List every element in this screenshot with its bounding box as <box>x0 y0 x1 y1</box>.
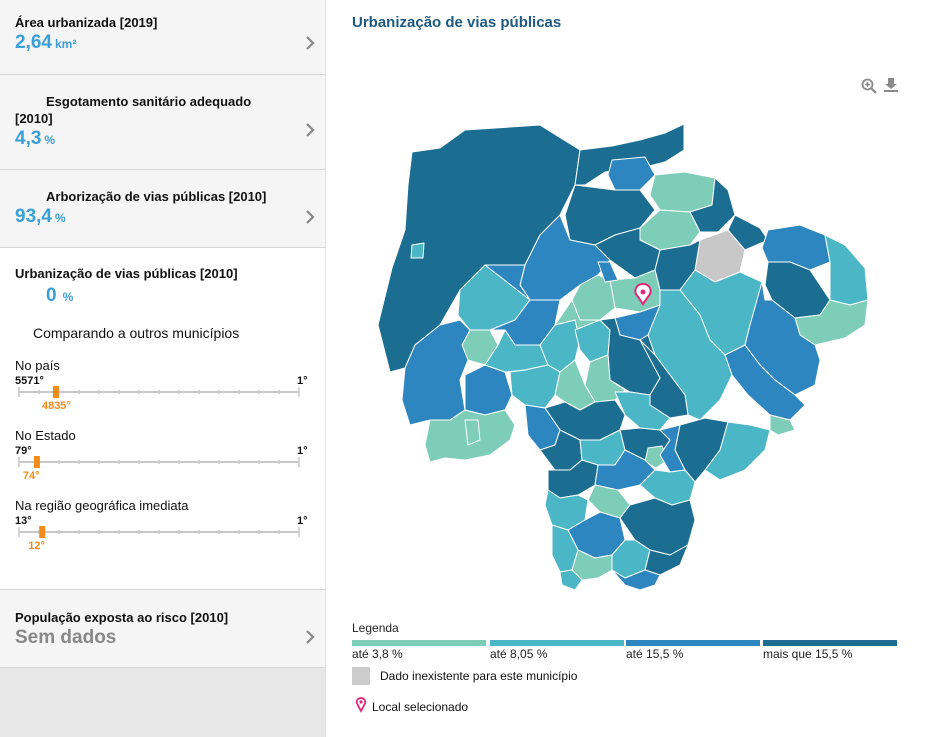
municipality <box>704 421 771 481</box>
card-title: Urbanização de vias públicas [2010] <box>15 266 238 281</box>
indicator-panel: Área urbanizada [2019] 2,64 km² Esgotamen… <box>0 0 325 737</box>
card-value: 2,64 km² <box>15 32 76 54</box>
legend-label: mais que 15,5 % <box>763 647 853 661</box>
card-urbanizacao-expanded: Urbanização de vias públicas [2010] 0% C… <box>0 248 325 590</box>
ranking-left-label: 79° <box>15 445 32 457</box>
card-esgotamento[interactable]: Esgotamento sanitário adequado [2010] 4,… <box>0 75 325 170</box>
value-number: 93,4 <box>15 206 52 227</box>
value-unit: % <box>54 211 66 225</box>
value-number: 0 <box>46 285 57 306</box>
municipality <box>649 171 716 213</box>
card-value: 4,3% <box>15 128 55 150</box>
ranking-left-label: 13° <box>15 515 32 527</box>
location-pin-icon <box>355 697 367 713</box>
municipality <box>509 364 561 409</box>
municipality <box>769 414 796 436</box>
card-title: População exposta ao risco [2010] <box>15 610 229 625</box>
municipality <box>689 177 736 233</box>
municipality <box>724 344 806 421</box>
ranking-scale <box>18 456 300 468</box>
legend-title: Legenda <box>352 621 399 635</box>
card-title-year: [2010] <box>15 111 53 126</box>
ranking-scale <box>18 526 300 538</box>
ranking-label: Na região geográfica imediata <box>15 498 189 513</box>
chevron-right-icon[interactable] <box>305 36 315 50</box>
municipality <box>614 391 671 431</box>
municipality <box>727 214 769 251</box>
legend-color-bar <box>763 640 897 646</box>
legend-color-bar <box>626 640 760 646</box>
ranking-right-label: 1° <box>297 375 308 387</box>
ranking-marker <box>52 386 59 398</box>
ranking-marker <box>33 456 40 468</box>
municipality <box>607 156 656 191</box>
municipality <box>410 242 425 259</box>
card-populacao[interactable]: População exposta ao risco [2010] Sem da… <box>0 590 325 668</box>
card-value: 93,4% <box>15 206 66 228</box>
ranking-scale <box>18 386 300 398</box>
municipality <box>464 364 513 416</box>
value-unit: % <box>62 290 74 304</box>
card-area-urbanizada[interactable]: Área urbanizada [2019] 2,64 km² <box>0 0 325 75</box>
ranking-label: No país <box>15 358 60 373</box>
selected-location-label: Local selecionado <box>372 700 469 714</box>
legend-color-bar <box>352 640 486 646</box>
panel-divider <box>325 0 326 737</box>
panel-filler <box>0 668 325 737</box>
ranking-right-label: 1° <box>297 515 308 527</box>
municipality <box>559 569 583 591</box>
ranking-marker-label: 4835° <box>41 400 71 412</box>
legend-color-bar <box>490 640 624 646</box>
card-value: Sem dados <box>15 627 117 648</box>
municipality <box>824 234 869 306</box>
ranking-right-label: 1° <box>297 445 308 457</box>
ranking-left-label: 5571° <box>15 375 44 387</box>
card-title: Esgotamento sanitário adequado <box>46 94 252 109</box>
compare-label: Comparando a outros municípios <box>33 325 240 341</box>
legend-label: até 15,5 % <box>626 647 684 661</box>
ranking-marker-label: 12° <box>28 540 45 552</box>
legend-label: até 3,8 % <box>352 647 403 661</box>
municipality <box>401 319 471 426</box>
map-title: Urbanização de vias públicas <box>352 14 562 31</box>
chevron-right-icon[interactable] <box>305 123 315 137</box>
selected-location-pin <box>634 282 652 306</box>
municipality <box>574 123 685 186</box>
value-number: 4,3 <box>15 128 42 149</box>
municipality <box>639 339 689 419</box>
card-arborizacao[interactable]: Arborização de vias públicas [2010] 93,4… <box>0 170 325 248</box>
ranking-label: No Estado <box>15 428 76 443</box>
ranking-marker <box>39 526 46 538</box>
card-title: Arborização de vias públicas [2010] <box>46 189 267 204</box>
value-number: 2,64 <box>15 32 52 53</box>
value-unit: % <box>44 133 56 147</box>
chevron-right-icon[interactable] <box>305 630 315 644</box>
card-title: Área urbanizada [2019] <box>15 15 158 30</box>
legend-label: até 8,05 % <box>490 647 548 661</box>
ranking-marker-label: 74° <box>22 470 40 482</box>
municipality <box>464 419 481 446</box>
municipality <box>571 549 613 581</box>
no-data-swatch <box>352 667 370 685</box>
no-data-label: Dado inexistente para este município <box>380 669 578 683</box>
choropleth-map[interactable] <box>370 120 880 595</box>
value-unit: km² <box>54 37 77 51</box>
municipality <box>597 261 619 283</box>
chevron-right-icon[interactable] <box>305 210 315 224</box>
download-icon[interactable] <box>883 77 899 93</box>
zoom-in-icon[interactable] <box>861 78 877 94</box>
municipality <box>611 569 661 591</box>
card-value: 0% <box>46 285 73 307</box>
